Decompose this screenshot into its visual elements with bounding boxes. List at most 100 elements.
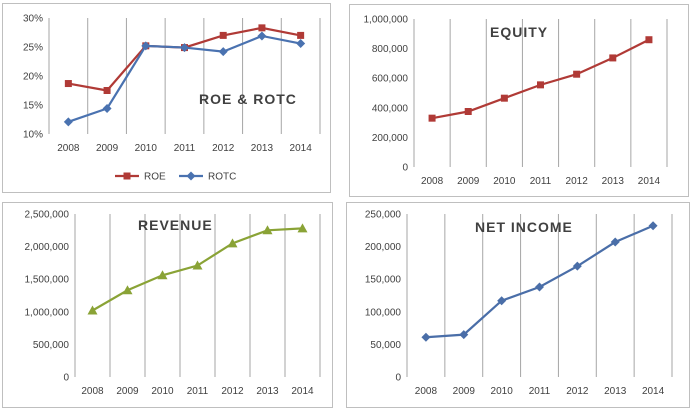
data-point: [297, 223, 308, 233]
data-point: [428, 114, 436, 122]
series-rotc: [63, 31, 306, 127]
y-tick-label: 200,000: [372, 133, 409, 144]
data-point: [87, 305, 98, 315]
x-tick-label: 2008: [81, 386, 104, 397]
equity-chart-panel: 0 200,000 400,000 600,000 800,000 1,000,000 20…: [349, 4, 689, 197]
x-tick-label: 2013: [251, 143, 274, 154]
x-tick-label: 2008: [57, 143, 80, 154]
x-tick-label: 2011: [529, 386, 551, 397]
x-tick-label: 2012: [566, 176, 589, 187]
series-roe: [64, 24, 305, 94]
y-tick-label: 0: [402, 163, 408, 174]
vertical-gridlines: [413, 19, 668, 167]
chart-title: REVENUE: [138, 217, 213, 233]
data-point: [103, 87, 111, 94]
y-tick-label: 1,000,000: [25, 307, 70, 318]
chart-title: NET INCOME: [475, 219, 573, 235]
y-tick-label: 500,000: [33, 340, 70, 351]
x-tick-label: 2013: [256, 386, 279, 397]
y-tick-label: 0: [395, 373, 401, 384]
legend-item: ROTC: [179, 171, 236, 183]
data-point: [421, 332, 431, 342]
series-net-income: [421, 221, 658, 342]
data-point: [219, 31, 227, 39]
y-tick-label: 30%: [23, 14, 43, 25]
x-tick-label: 2010: [135, 143, 158, 154]
legend-label: ROE: [144, 172, 166, 183]
data-point: [180, 43, 189, 53]
vertical-gridlines: [74, 214, 321, 377]
data-point: [257, 31, 267, 41]
x-tick-label: 2009: [453, 386, 476, 397]
legend-label: ROTC: [208, 172, 236, 183]
x-tick-label: 2009: [96, 143, 119, 154]
roe-rotc-chart-panel: 10% 15% 20% 25% 30% 2008 2009 2010 2011 2012 2013 2…: [2, 3, 331, 193]
y-tick-label: 600,000: [372, 74, 409, 85]
legend-marker: [186, 171, 196, 181]
data-point: [573, 70, 581, 78]
data-point: [645, 36, 653, 44]
data-point: [258, 24, 266, 32]
x-tick-label: 2012: [212, 143, 235, 154]
data-point: [192, 260, 203, 270]
data-point: [497, 296, 507, 306]
series-line: [431, 38, 650, 120]
y-tick-label: 800,000: [372, 44, 409, 55]
x-tick-label: 2012: [566, 386, 589, 397]
y-tick-label: 2,000,000: [25, 242, 70, 253]
data-point: [227, 238, 238, 248]
y-tick-label: 10%: [23, 130, 43, 141]
data-point: [610, 237, 620, 247]
vertical-gridlines: [48, 18, 321, 134]
data-point: [297, 31, 305, 39]
net-income-chart: 0 50,000 100,000 150,000 200,000 250,000 2008 2…: [365, 210, 673, 397]
data-point: [296, 39, 306, 49]
data-point: [218, 47, 228, 57]
data-point: [648, 221, 658, 231]
data-point: [157, 270, 168, 280]
legend-item: ROE: [115, 172, 166, 183]
data-point: [141, 41, 151, 51]
data-point: [64, 80, 72, 88]
data-point: [102, 103, 112, 113]
x-tick-label: 2014: [642, 386, 665, 397]
data-point: [500, 94, 508, 102]
x-tick-label: 2012: [221, 386, 244, 397]
y-tick-label: 2,500,000: [25, 210, 70, 221]
series-equity: [428, 36, 653, 122]
series-revenue: [87, 223, 308, 315]
x-tick-label: 2010: [491, 386, 514, 397]
vertical-gridlines: [406, 214, 673, 377]
y-tick-label: 100,000: [365, 307, 402, 318]
data-point: [572, 261, 582, 271]
roe-rotc-chart: 10% 15% 20% 25% 30% 2008 2009 2010 2011 2012 2013 2…: [23, 14, 321, 183]
chart-title: EQUITY: [490, 24, 548, 40]
y-tick-label: 400,000: [372, 103, 409, 114]
y-tick-label: 15%: [23, 101, 43, 112]
x-tick-label: 2008: [415, 386, 438, 397]
chart-title: ROE & ROTC: [199, 91, 297, 107]
x-tick-label: 2013: [602, 176, 625, 187]
data-point: [262, 225, 273, 235]
net-income-chart-panel: 0 50,000 100,000 150,000 200,000 250,000 2008 2…: [346, 202, 690, 408]
x-tick-label: 2009: [457, 176, 480, 187]
y-tick-label: 25%: [23, 43, 43, 54]
x-tick-label: 2009: [116, 386, 139, 397]
x-tick-label: 2014: [290, 143, 313, 154]
revenue-chart: 0 500,000 1,000,000 1,500,000 2,000,000 2,500…: [25, 210, 321, 397]
legend: ROE ROTC: [115, 171, 236, 183]
y-tick-label: 50,000: [370, 340, 401, 351]
x-tick-label: 2010: [493, 176, 516, 187]
x-tick-label: 2011: [187, 386, 209, 397]
data-point: [459, 330, 469, 340]
x-tick-label: 2011: [174, 143, 196, 154]
x-tick-label: 2011: [530, 176, 552, 187]
x-tick-label: 2013: [604, 386, 627, 397]
legend-marker: [123, 172, 131, 180]
x-tick-label: 2008: [421, 176, 444, 187]
equity-chart: 0 200,000 400,000 600,000 800,000 1,000,000 20…: [364, 15, 668, 187]
y-tick-label: 0: [63, 373, 69, 384]
data-point: [537, 81, 544, 89]
y-tick-label: 150,000: [365, 275, 402, 286]
data-point: [609, 54, 617, 62]
